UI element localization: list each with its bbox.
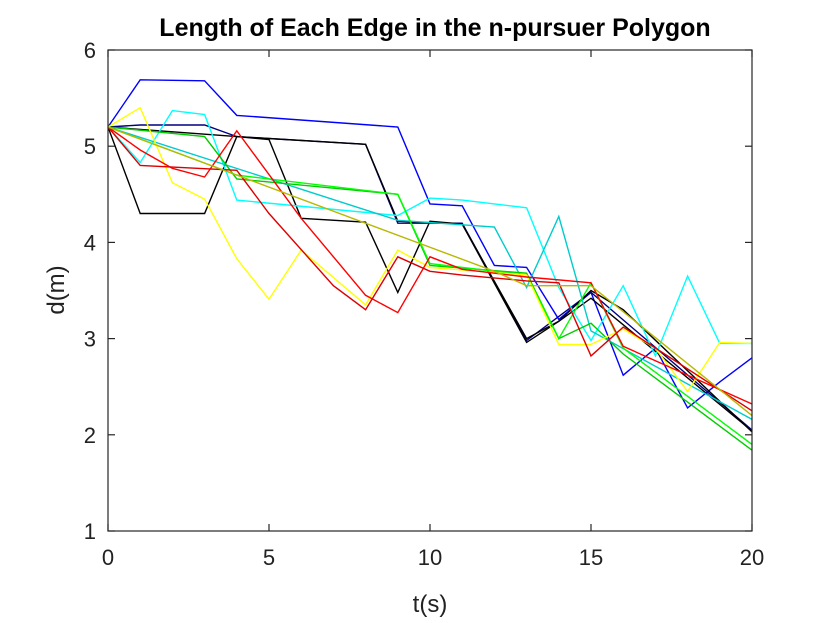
series-line-1 [107, 79, 753, 409]
series-line-9 [107, 106, 753, 393]
plot-area [108, 50, 752, 531]
x-tick-label: 20 [740, 545, 764, 570]
y-tick-label: 4 [84, 230, 96, 255]
y-tick-label: 2 [84, 423, 96, 448]
x-tick-label: 10 [418, 545, 442, 570]
series-layer [107, 79, 753, 451]
x-axis: 0 5 10 15 20 [102, 50, 764, 570]
series-line-6 [107, 126, 753, 421]
x-axis-label: t(s) [413, 591, 448, 618]
x-tick-label: 15 [579, 545, 603, 570]
series-line-12 [107, 126, 753, 417]
x-tick-label: 5 [263, 545, 275, 570]
y-tick-label: 6 [84, 38, 96, 63]
series-line-3 [107, 126, 753, 432]
y-tick-label: 5 [84, 134, 96, 159]
y-axis: 1 2 3 4 5 6 [84, 38, 752, 544]
series-line-5 [107, 109, 752, 358]
series-line-10 [107, 126, 753, 405]
series-line-4 [107, 126, 753, 433]
y-axis-label: d(m) [43, 265, 70, 314]
chart-title: Length of Each Edge in the n-pursuer Pol… [159, 14, 710, 42]
x-tick-label: 0 [102, 545, 114, 570]
y-tick-label: 1 [84, 519, 96, 544]
y-tick-label: 3 [84, 327, 96, 352]
